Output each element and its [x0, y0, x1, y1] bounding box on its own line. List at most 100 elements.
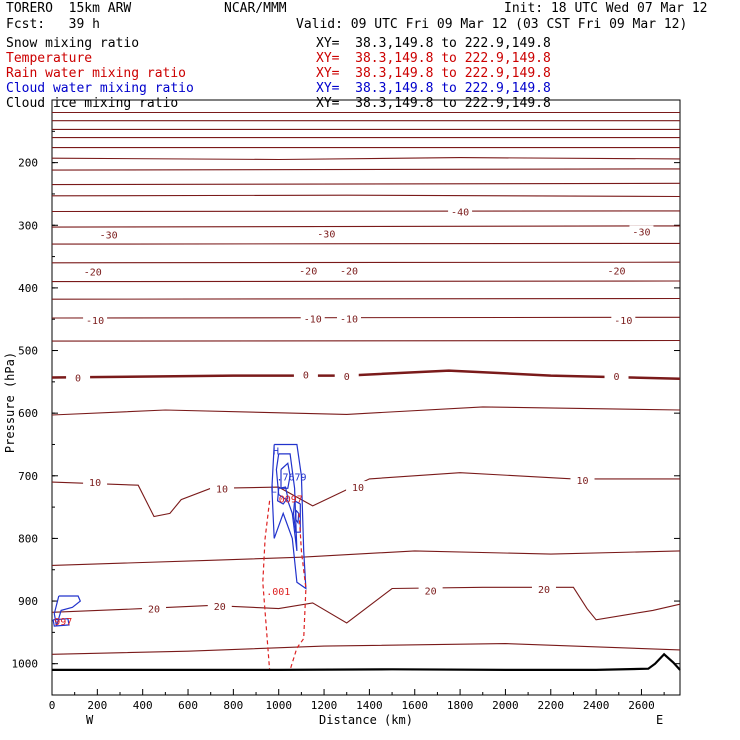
- temperature-label-bg: [531, 583, 556, 595]
- temperature-isotherm: [51, 297, 681, 300]
- x-end-label-west: W: [86, 713, 94, 727]
- cloud-water-contour: [52, 617, 70, 627]
- temperature-label: 20: [538, 585, 550, 596]
- legend-field-xy: XY= 38.3,149.8 to 222.9,149.8: [316, 51, 551, 66]
- temperature-isotherm: [51, 157, 681, 161]
- x-tick-label: 400: [133, 699, 153, 712]
- field-contour-label: .001: [266, 587, 290, 598]
- temperature-isotherm: [51, 168, 681, 171]
- temperature-label-bg: [418, 584, 443, 596]
- temperature-label: -10: [614, 316, 632, 327]
- temperature-isotherm: [51, 242, 681, 245]
- temperature-label-bg: [96, 228, 121, 240]
- plot-frame: [51, 99, 681, 696]
- legend-field-xy: XY= 38.3,149.8 to 222.9,149.8: [316, 36, 551, 51]
- temperature-label: 10: [576, 476, 588, 487]
- temperature-label: 10: [352, 483, 364, 494]
- temperature-label: 20: [214, 602, 226, 613]
- temperature-label-bg: [604, 370, 629, 382]
- center-title: NCAR/MMM: [224, 1, 287, 16]
- temperature-isotherm: [51, 225, 681, 228]
- temperature-isotherm: [51, 316, 681, 319]
- x-tick-label: 2600: [628, 699, 655, 712]
- temperature-label-bg: [629, 225, 654, 237]
- y-tick-label: 1000: [12, 658, 39, 671]
- field-contour-label: .7679: [276, 472, 306, 483]
- temperature-label: 20: [148, 605, 160, 616]
- temperature-label: 0: [75, 373, 81, 384]
- model-title: TORERO 15km ARW: [6, 1, 132, 16]
- temperature-label: -10: [86, 316, 104, 327]
- y-tick-label: 400: [18, 282, 38, 295]
- temperature-label: 0: [303, 370, 309, 381]
- temperature-label: -30: [632, 228, 650, 239]
- temperature-label: 20: [425, 586, 437, 597]
- y-tick-label: 600: [18, 407, 38, 420]
- valid-time: Valid: 09 UTC Fri 09 Mar 12 (03 CST Fri …: [296, 17, 688, 32]
- temperature-label-bg: [293, 368, 318, 380]
- terrain-line: [52, 652, 681, 672]
- cloud-water-contour: [276, 486, 289, 505]
- y-tick-label: 200: [18, 157, 38, 170]
- x-tick-label: 2400: [583, 699, 610, 712]
- rain-water-contour: [289, 513, 307, 671]
- legend-field-name: Snow mixing ratio: [6, 36, 140, 51]
- y-tick-label: 900: [18, 595, 38, 608]
- temperature-label-bg: [296, 264, 321, 276]
- temperature-label: -30: [317, 229, 335, 240]
- temperature-label-bg: [336, 312, 361, 324]
- temperature-isotherm: [51, 406, 681, 416]
- field-contour-label: H: [273, 447, 279, 458]
- temperature-label-bg: [80, 265, 105, 277]
- y-tick-label: 700: [18, 470, 38, 483]
- temperature-label-bg: [66, 371, 91, 383]
- temperature-isotherm: [51, 550, 681, 566]
- x-tick-label: 0: [49, 699, 56, 712]
- temperature-label: -10: [340, 315, 358, 326]
- cloud-water-contour: [295, 509, 300, 525]
- temperature-label-bg: [83, 476, 108, 488]
- field-contour-label: 0097: [279, 494, 303, 505]
- x-tick-label: 600: [178, 699, 198, 712]
- temperature-label-bg: [207, 600, 232, 612]
- temperature-label-bg: [448, 205, 473, 217]
- cloud-water-contour: [271, 443, 307, 590]
- init-time: Init: 18 UTC Wed 07 Mar 12: [504, 1, 708, 16]
- temperature-label-bg: [300, 312, 325, 324]
- x-tick-label: 1800: [447, 699, 474, 712]
- temperature-label: -30: [100, 231, 118, 242]
- x-tick-label: 2200: [538, 699, 565, 712]
- y-tick-label: 300: [18, 219, 38, 232]
- temperature-label-bg: [334, 370, 359, 382]
- temperature-label: -20: [340, 266, 358, 277]
- y-axis-label: Pressure (hPa): [3, 352, 17, 453]
- temperature-label-bg: [570, 474, 595, 486]
- temperature-isotherm: [51, 369, 681, 380]
- x-tick-label: 1000: [265, 699, 292, 712]
- temperature-isotherm: [51, 472, 680, 518]
- temperature-label: 0: [614, 372, 620, 383]
- field-contour-label: 997: [54, 617, 72, 628]
- temperature-label: -20: [607, 266, 625, 277]
- x-tick-label: 1400: [356, 699, 383, 712]
- temperature-label: -40: [451, 207, 469, 218]
- legend-field-xy: XY= 38.3,149.8 to 222.9,149.8: [316, 81, 551, 96]
- rain-water-contour: [262, 500, 271, 670]
- temperature-label-bg: [336, 264, 361, 276]
- temperature-label: -10: [304, 315, 322, 326]
- x-tick-label: 200: [87, 699, 107, 712]
- temperature-label: -20: [84, 268, 102, 279]
- temperature-label-bg: [604, 264, 629, 276]
- y-tick-label: 800: [18, 532, 38, 545]
- cloud-water-contour: [280, 462, 291, 489]
- temperature-isotherm: [51, 182, 681, 186]
- x-tick-label: 800: [223, 699, 243, 712]
- temperature-label: 10: [89, 478, 101, 489]
- temperature-label-bg: [611, 313, 636, 325]
- temperature-label-bg: [210, 482, 235, 494]
- temperature-label: 10: [216, 484, 228, 495]
- temperature-label-bg: [346, 481, 371, 493]
- x-axis-label: Distance (km): [319, 713, 413, 727]
- legend-field-name: Temperature: [6, 51, 93, 66]
